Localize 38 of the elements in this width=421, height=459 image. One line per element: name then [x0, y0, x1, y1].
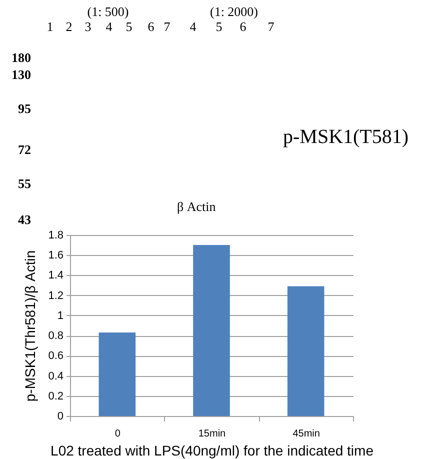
y-tick-label: 1.6	[48, 250, 64, 262]
bar	[98, 332, 136, 416]
text: 3	[84, 19, 92, 34]
text: 7	[164, 19, 171, 34]
text: 2	[66, 19, 72, 34]
y-tick-label: 1.2	[48, 290, 64, 302]
text: 6	[148, 19, 155, 34]
text: 72	[18, 142, 31, 157]
bar	[287, 286, 324, 416]
y-tick-label: 0.2	[48, 390, 64, 402]
text: (1: 500)	[87, 4, 129, 19]
y-tick-label: 0.4	[48, 370, 64, 382]
y-tick-label: 0.8	[48, 330, 64, 342]
text: 6	[240, 19, 247, 34]
y-tick-label: 1	[57, 310, 64, 322]
text: 180	[12, 50, 31, 65]
text: 4	[106, 19, 113, 34]
text: 7	[268, 19, 275, 34]
x-axis-title: L02 treated with LPS(40ng/ml) for the indicated time	[50, 442, 374, 458]
text: 55	[18, 176, 32, 191]
text: 4	[190, 19, 197, 34]
y-axis-title: p-MSK1(Thr581)/β Actin	[22, 250, 38, 402]
text: 95	[18, 101, 32, 116]
x-tick-label: 0	[114, 428, 121, 440]
text: 130	[12, 67, 31, 82]
y-tick-label: 0	[57, 410, 64, 422]
x-tick-label: 15min	[198, 428, 226, 440]
text: 5	[126, 19, 132, 34]
text: β Actin	[177, 199, 216, 214]
x-tick-label: 45min	[292, 428, 320, 440]
text: 5	[216, 19, 222, 34]
text: (1: 2000)	[210, 4, 258, 19]
bar	[193, 245, 230, 416]
y-tick-label: 1.4	[48, 270, 64, 282]
y-tick-label: 1.8	[48, 230, 64, 242]
y-tick-label: 0.6	[48, 350, 64, 362]
text: p-MSK1(T581)	[283, 126, 409, 148]
text: 43	[18, 212, 32, 227]
